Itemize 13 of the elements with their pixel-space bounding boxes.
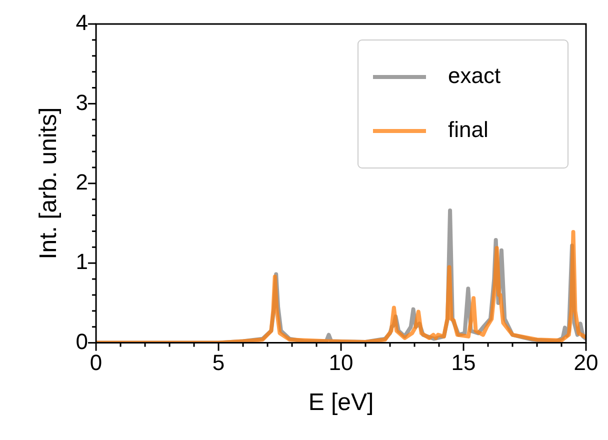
y-tick-label: 3 (76, 90, 88, 115)
y-tick-label: 2 (76, 169, 88, 194)
x-tick-label: 20 (574, 350, 598, 376)
x-tick-label: 5 (212, 350, 225, 376)
x-tick-label: 15 (451, 350, 476, 376)
y-tick-label: 0 (76, 328, 88, 354)
x-axis-title: E [eV] (308, 389, 374, 416)
x-tick-label: 10 (328, 350, 354, 376)
legend-label: exact (448, 63, 501, 88)
y-axis-title: Int. [arb. units] (35, 107, 62, 260)
y-tick-label: 4 (76, 10, 88, 36)
legend-label: final (448, 117, 488, 142)
y-tick-label: 1 (76, 249, 88, 274)
